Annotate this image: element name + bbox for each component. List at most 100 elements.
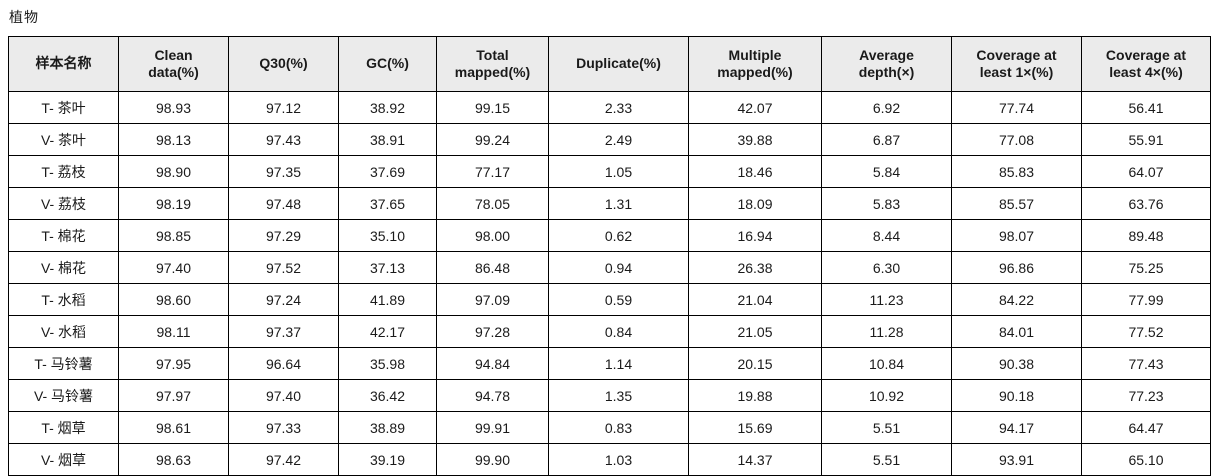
metric-value-cell: 97.52: [228, 251, 339, 284]
metric-value-cell: 90.18: [951, 379, 1082, 412]
metric-value-cell: 39.88: [688, 123, 822, 156]
column-header-multiple-mapped: Multiple mapped(%): [688, 36, 822, 92]
metric-value-cell: 56.41: [1081, 91, 1211, 124]
metric-value-cell: 19.88: [688, 379, 822, 412]
metric-value-cell: 86.48: [436, 251, 549, 284]
metric-value-cell: 2.49: [548, 123, 689, 156]
metric-value-cell: 97.43: [228, 123, 339, 156]
metric-value-cell: 96.64: [228, 347, 339, 380]
metric-value-cell: 10.84: [821, 347, 952, 380]
metric-value-cell: 64.47: [1081, 411, 1211, 444]
metric-value-cell: 1.31: [548, 187, 689, 220]
metric-value-cell: 98.61: [118, 411, 229, 444]
metric-value-cell: 11.28: [821, 315, 952, 348]
metric-value-cell: 5.84: [821, 155, 952, 188]
column-header-coverage-4x: Coverage at least 4×(%): [1081, 36, 1211, 92]
metric-value-cell: 35.10: [338, 219, 437, 252]
metric-value-cell: 11.23: [821, 283, 952, 316]
metric-value-cell: 21.04: [688, 283, 822, 316]
table-body: T- 茶叶 98.93 97.12 38.92 99.15 2.33 42.07 6.92 77…: [8, 91, 1211, 476]
metric-value-cell: 97.12: [228, 91, 339, 124]
sample-name-cell: T- 荔枝: [8, 155, 119, 188]
metric-value-cell: 65.10: [1081, 443, 1211, 476]
metric-value-cell: 98.93: [118, 91, 229, 124]
metric-value-cell: 75.25: [1081, 251, 1211, 284]
metric-value-cell: 99.24: [436, 123, 549, 156]
column-header-q30: Q30(%): [228, 36, 339, 92]
metric-value-cell: 77.74: [951, 91, 1082, 124]
metric-value-cell: 5.51: [821, 411, 952, 444]
metric-value-cell: 84.22: [951, 283, 1082, 316]
metric-value-cell: 93.91: [951, 443, 1082, 476]
metric-value-cell: 55.91: [1081, 123, 1211, 156]
metric-value-cell: 37.69: [338, 155, 437, 188]
metric-value-cell: 97.28: [436, 315, 549, 348]
metric-value-cell: 2.33: [548, 91, 689, 124]
metric-value-cell: 64.07: [1081, 155, 1211, 188]
metric-value-cell: 96.86: [951, 251, 1082, 284]
metric-value-cell: 98.19: [118, 187, 229, 220]
metric-value-cell: 1.05: [548, 155, 689, 188]
metric-value-cell: 97.09: [436, 283, 549, 316]
sample-name-cell: V- 马铃薯: [8, 379, 119, 412]
metric-value-cell: 77.08: [951, 123, 1082, 156]
metric-value-cell: 6.87: [821, 123, 952, 156]
metric-value-cell: 99.90: [436, 443, 549, 476]
sample-name-cell: T- 马铃薯: [8, 347, 119, 380]
column-header-clean-data: Clean data(%): [118, 36, 229, 92]
metric-value-cell: 99.91: [436, 411, 549, 444]
metric-value-cell: 18.09: [688, 187, 822, 220]
metric-value-cell: 37.65: [338, 187, 437, 220]
header-row: 样本名称 Clean data(%) Q30(%) GC(%) Total ma…: [8, 36, 1211, 92]
metric-value-cell: 38.89: [338, 411, 437, 444]
table-row: T- 马铃薯 97.95 96.64 35.98 94.84 1.14 20.15 10.84…: [8, 347, 1211, 380]
table-header: 样本名称 Clean data(%) Q30(%) GC(%) Total ma…: [8, 36, 1211, 92]
table-row: V- 马铃薯 97.97 97.40 36.42 94.78 1.35 19.88 10.92…: [8, 379, 1211, 412]
metric-value-cell: 98.07: [951, 219, 1082, 252]
metric-value-cell: 97.33: [228, 411, 339, 444]
table-row: V- 水稻 98.11 97.37 42.17 97.28 0.84 21.05 11.28 8…: [8, 315, 1211, 348]
sample-name-cell: T- 水稻: [8, 283, 119, 316]
metric-value-cell: 63.76: [1081, 187, 1211, 220]
metric-value-cell: 6.92: [821, 91, 952, 124]
metric-value-cell: 77.43: [1081, 347, 1211, 380]
metric-value-cell: 78.05: [436, 187, 549, 220]
sample-name-cell: T- 茶叶: [8, 91, 119, 124]
metric-value-cell: 98.90: [118, 155, 229, 188]
metric-value-cell: 98.60: [118, 283, 229, 316]
column-header-duplicate: Duplicate(%): [548, 36, 689, 92]
sample-name-cell: V- 烟草: [8, 443, 119, 476]
metric-value-cell: 97.42: [228, 443, 339, 476]
metric-value-cell: 97.95: [118, 347, 229, 380]
metric-value-cell: 94.17: [951, 411, 1082, 444]
metric-value-cell: 0.83: [548, 411, 689, 444]
metric-value-cell: 77.23: [1081, 379, 1211, 412]
table-row: V- 烟草 98.63 97.42 39.19 99.90 1.03 14.37 5.51 93…: [8, 443, 1211, 476]
metric-value-cell: 97.40: [118, 251, 229, 284]
metric-value-cell: 94.78: [436, 379, 549, 412]
metric-value-cell: 77.52: [1081, 315, 1211, 348]
metric-value-cell: 0.94: [548, 251, 689, 284]
metric-value-cell: 5.83: [821, 187, 952, 220]
metric-value-cell: 99.15: [436, 91, 549, 124]
table-row: V- 茶叶 98.13 97.43 38.91 99.24 2.49 39.88 6.87 77…: [8, 123, 1211, 156]
sample-metrics-table: 样本名称 Clean data(%) Q30(%) GC(%) Total ma…: [8, 36, 1211, 476]
metric-value-cell: 5.51: [821, 443, 952, 476]
column-header-coverage-1x: Coverage at least 1×(%): [951, 36, 1082, 92]
metric-value-cell: 0.84: [548, 315, 689, 348]
metric-value-cell: 39.19: [338, 443, 437, 476]
column-header-total-mapped: Total mapped(%): [436, 36, 549, 92]
column-header-average-depth: Average depth(×): [821, 36, 952, 92]
metric-value-cell: 85.57: [951, 187, 1082, 220]
sample-name-cell: T- 烟草: [8, 411, 119, 444]
metric-value-cell: 97.29: [228, 219, 339, 252]
metric-value-cell: 77.99: [1081, 283, 1211, 316]
metric-value-cell: 97.40: [228, 379, 339, 412]
metric-value-cell: 77.17: [436, 155, 549, 188]
metric-value-cell: 37.13: [338, 251, 437, 284]
table-row: T- 棉花 98.85 97.29 35.10 98.00 0.62 16.94 8.44 98…: [8, 219, 1211, 252]
metric-value-cell: 85.83: [951, 155, 1082, 188]
metric-value-cell: 89.48: [1081, 219, 1211, 252]
metric-value-cell: 15.69: [688, 411, 822, 444]
metric-value-cell: 98.00: [436, 219, 549, 252]
